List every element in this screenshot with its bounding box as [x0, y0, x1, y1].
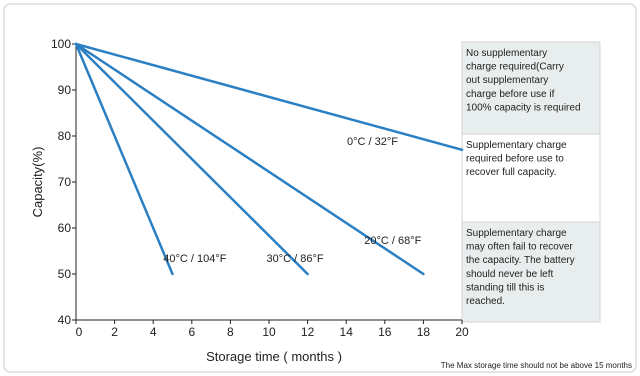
series-line-2 — [74, 42, 425, 276]
y-tick-label-100: 100 — [51, 37, 71, 51]
note-3-line-4: should never be left — [466, 269, 554, 280]
note-2-line-2: required before use to — [466, 154, 564, 165]
footnote: The Max storage time should not be above… — [441, 361, 632, 370]
x-tick-label-4: 4 — [150, 325, 157, 339]
y-tick-label-90: 90 — [58, 83, 72, 97]
x-tick-label-8: 8 — [227, 325, 234, 339]
x-tick-label-18: 18 — [417, 325, 431, 339]
note-panel-3 — [461, 221, 601, 323]
x-tick-label-10: 10 — [262, 325, 276, 339]
note-1-line-2: charge required(Carry — [466, 62, 564, 73]
series-label-2: 20°C / 68°F — [364, 235, 421, 247]
x-tick-label-16: 16 — [378, 325, 392, 339]
note-1-line-3: out supplementary — [466, 75, 548, 86]
note-2-line-1: Supplementary charge — [466, 140, 567, 151]
y-tick-label-80: 80 — [58, 129, 72, 143]
series-line-4 — [74, 42, 174, 276]
series-label-1: 0°C / 32°F — [347, 136, 398, 148]
note-1-line-4: charge before use if — [466, 89, 555, 100]
note-3-line-5: standing till this is — [466, 282, 544, 293]
series-line-3 — [74, 42, 309, 276]
series-label-3: 30°C / 86°F — [266, 253, 323, 265]
x-tick-label-2: 2 — [111, 325, 118, 339]
x-tick-label-12: 12 — [301, 325, 315, 339]
note-3-line-2: may often fail to recover — [466, 242, 573, 253]
note-3-line-1: Supplementary charge — [466, 228, 567, 239]
note-3-line-6: reached. — [466, 296, 505, 307]
x-tick-label-6: 6 — [188, 325, 195, 339]
y-tick-label-70: 70 — [58, 175, 72, 189]
note-panel-2 — [461, 133, 601, 223]
y-tick-label-60: 60 — [58, 221, 72, 235]
y-tick-label-40: 40 — [58, 313, 72, 327]
note-3-line-3: the capacity. The battery — [466, 255, 575, 266]
note-2-line-3: recover full capacity. — [466, 167, 556, 178]
note-1-line-1: No supplementary — [466, 48, 547, 59]
series-layer: 0°C / 32°F 20°C / 68°F 30°C / 86°F 40°C / 1… — [74, 42, 464, 276]
note-panel-1 — [461, 41, 601, 135]
series-line-1 — [74, 42, 464, 152]
note-1-line-5: 100% capacity is required — [466, 102, 581, 113]
notes-layer: No supplementary charge required(Carry out… — [461, 41, 601, 323]
y-tick-label-50: 50 — [58, 267, 72, 281]
y-axis-title: Capacity(%) — [30, 147, 45, 218]
ticks-layer: 0 2 4 6 8 10 12 14 16 18 20 40 50 60 70 80 90 100 — [51, 37, 469, 339]
x-tick-label-0: 0 — [76, 325, 83, 339]
x-axis-title: Storage time ( months ) — [206, 349, 342, 364]
x-tick-label-14: 14 — [340, 325, 354, 339]
x-tick-label-20: 20 — [455, 325, 469, 339]
series-label-4: 40°C / 104°F — [163, 253, 226, 265]
